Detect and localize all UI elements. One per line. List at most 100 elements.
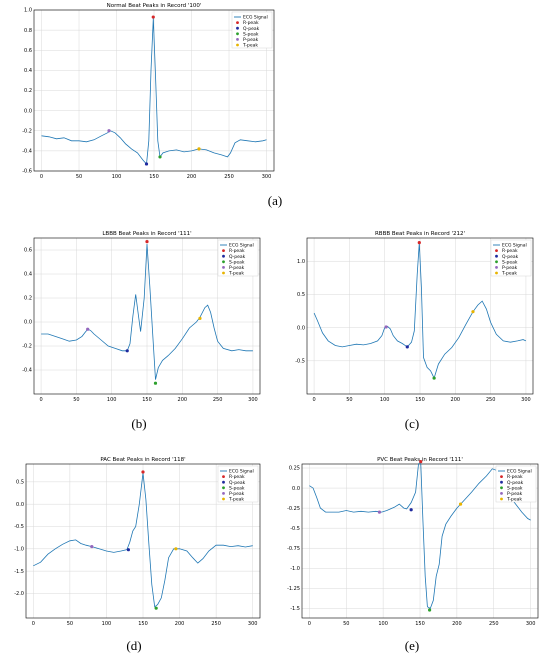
q-peak-marker [125, 349, 129, 353]
x-tick-label: 250 [486, 397, 496, 403]
x-tick-label: 300 [262, 174, 272, 180]
y-tick-label: -1.0 [290, 566, 300, 572]
legend-label: ECG Signal [502, 243, 527, 249]
s-peak-marker [432, 376, 436, 380]
legend-label: S-peak [229, 259, 245, 265]
y-tick-label: -1.0 [14, 547, 24, 553]
x-tick-label: 0 [39, 397, 42, 403]
x-tick-label: 100 [107, 397, 117, 403]
x-tick-label: 0 [312, 397, 315, 403]
y-tick-label: 0.6 [24, 248, 32, 254]
y-tick-label: -0.5 [290, 526, 300, 532]
legend-marker-swatch [495, 271, 498, 275]
legend-marker-swatch [222, 497, 225, 501]
legend-marker-swatch [500, 497, 503, 501]
x-tick-label: 50 [346, 397, 352, 403]
caption-c: (c) [404, 416, 420, 431]
p-peak-marker [86, 327, 90, 331]
x-tick-label: 200 [452, 621, 462, 627]
ecg-signal-line [309, 460, 531, 609]
r-peak-marker [151, 15, 155, 19]
legend-label: Q-peak [229, 480, 246, 486]
y-tick-label: 0.0 [292, 486, 300, 492]
legend-label: R-peak [243, 20, 259, 26]
x-tick-label: 200 [175, 621, 185, 627]
legend-label: Q-peak [229, 254, 246, 260]
legend-label: ECG Signal [243, 15, 268, 21]
legend-marker-swatch [222, 492, 225, 495]
t-peak-marker [198, 316, 202, 320]
y-tick-label: -0.5 [295, 359, 305, 365]
x-tick-label: 250 [211, 621, 221, 627]
r-peak-marker [145, 240, 149, 244]
legend-label: S-peak [229, 485, 245, 491]
y-tick-label: 0.8 [24, 28, 32, 34]
chart-lbbb-beat: LBBB Beat Peaks in Record '111' 0 50 100 150… [14, 228, 264, 408]
y-tick-label: -0.25 [287, 506, 300, 512]
r-peak-marker [141, 470, 145, 474]
legend-marker-swatch [500, 486, 503, 490]
legend-label: Q-peak [243, 26, 260, 32]
legend-label: P-peak [229, 491, 245, 497]
legend-label: P-peak [507, 491, 523, 497]
legend-marker-swatch [222, 260, 225, 264]
y-tick-label: 0.6 [24, 48, 32, 54]
chart-title: LBBB Beat Peaks in Record '111' [102, 231, 191, 237]
legend-marker-swatch [495, 254, 498, 258]
y-tick-label: -0.2 [22, 344, 32, 350]
y-tick-label: 0.0 [24, 320, 32, 326]
legend-label: ECG Signal [229, 243, 254, 249]
y-tick-label: -1.5 [14, 569, 24, 575]
x-tick-label: 200 [187, 174, 197, 180]
legend-box [495, 465, 537, 503]
legend-marker-swatch [495, 249, 498, 252]
q-peak-marker [144, 162, 149, 166]
legend-marker-swatch [222, 249, 225, 252]
legend-label: ECG Signal [229, 469, 254, 475]
q-peak-marker [126, 548, 130, 552]
y-tick-label: -0.5 [14, 524, 24, 530]
legend-marker-swatch [500, 475, 503, 478]
p-peak-marker [384, 325, 388, 329]
ecg-signal-line [33, 472, 253, 608]
legend-label: ECG Signal [507, 469, 532, 475]
chart-svg: LBBB Beat Peaks in Record '111' 0 50 100 150… [22, 231, 261, 403]
y-tick-label: -0.4 [22, 368, 32, 374]
legend-marker-swatch [236, 38, 239, 41]
t-peak-marker [471, 310, 475, 314]
plot-frame [33, 9, 275, 172]
x-tick-label: 250 [213, 397, 223, 403]
y-tick-label: 1.0 [297, 259, 305, 265]
x-tick-label: 150 [149, 174, 159, 180]
legend-marker-swatch [222, 266, 225, 269]
legend-marker-swatch [222, 254, 225, 258]
s-peak-marker [154, 606, 158, 610]
legend-box [490, 239, 532, 277]
legend-label: P-peak [243, 37, 259, 43]
x-tick-label: 250 [224, 174, 234, 180]
chart-title: PAC Beat Peaks in Record '118' [100, 457, 185, 463]
y-tick-label: 0.5 [297, 292, 305, 298]
legend-label: R-peak [507, 474, 523, 480]
legend-box [217, 465, 259, 503]
chart-svg: RBBB Beat Peaks in Record '212' 0 50 100 150… [295, 231, 534, 403]
legend-marker-swatch [500, 492, 503, 495]
legend-label: P-peak [502, 265, 518, 271]
y-tick-label: 0.0 [297, 325, 305, 331]
legend-label: T-peak [501, 271, 517, 277]
ecg-signal-line [313, 242, 527, 380]
y-tick-label: 0.5 [16, 480, 24, 486]
y-tick-label: 1.0 [24, 8, 32, 14]
chart-svg: PVC Beat Peaks in Record '111' 0 50 100 150 2… [287, 457, 539, 627]
legend-label: Q-peak [507, 480, 524, 486]
caption-a: (a) [267, 193, 283, 208]
chart-title: PVC Beat Peaks in Record '111' [377, 457, 463, 463]
x-tick-label: 100 [102, 621, 112, 627]
y-tick-label: -0.6 [22, 169, 32, 175]
x-tick-label: 100 [380, 397, 390, 403]
legend-marker-swatch [222, 486, 225, 490]
